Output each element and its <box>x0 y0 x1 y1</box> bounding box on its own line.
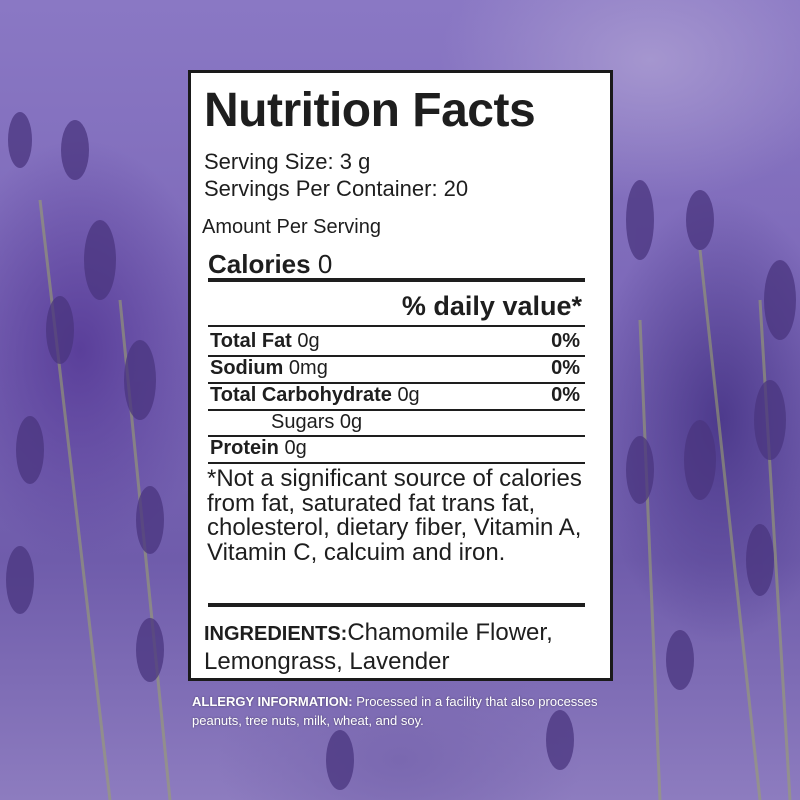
serving-size: Serving Size: 3 g <box>204 149 371 174</box>
row-total-carbohydrate: Total Carbohydrate 0g 0% <box>210 384 580 406</box>
row-total-fat: Total Fat 0g 0% <box>210 330 580 352</box>
allergy-information: ALLERGY INFORMATION: Processed in a faci… <box>192 692 612 730</box>
label-title: Nutrition Facts <box>204 84 536 137</box>
amount-per-serving: Amount Per Serving <box>202 216 381 238</box>
calories-label: Calories <box>208 249 311 279</box>
servings-per-container: Servings Per Container: 20 <box>204 176 469 201</box>
divider <box>208 409 585 411</box>
divider <box>208 382 585 384</box>
ingredients-list: Chamomile Flower, Lemongrass, Lavender <box>204 619 553 675</box>
footnote: *Not a significant source of calories fr… <box>207 465 582 566</box>
divider <box>208 435 585 437</box>
calories: Calories 0 <box>208 249 332 280</box>
row-sodium: Sodium 0mg 0% <box>210 357 580 379</box>
nutrition-facts-label: Nutrition Facts Serving Size: 3 g Servin… <box>188 70 613 681</box>
ingredients: INGREDIENTS:Chamomile Flower, Lemongrass… <box>204 619 614 676</box>
divider <box>208 355 585 357</box>
daily-value-header: % daily value* <box>401 291 582 321</box>
row-protein: Protein 0g <box>210 437 307 459</box>
divider <box>208 462 585 464</box>
allergy-text: Processed in a facility that also proces… <box>192 694 598 728</box>
ingredients-label: INGREDIENTS: <box>204 623 348 645</box>
thick-divider <box>208 603 585 607</box>
thick-divider <box>208 278 585 282</box>
row-sugars: Sugars 0g <box>271 411 363 433</box>
allergy-label: ALLERGY INFORMATION: <box>192 694 353 709</box>
divider <box>208 325 585 327</box>
calories-value: 0 <box>317 249 333 279</box>
